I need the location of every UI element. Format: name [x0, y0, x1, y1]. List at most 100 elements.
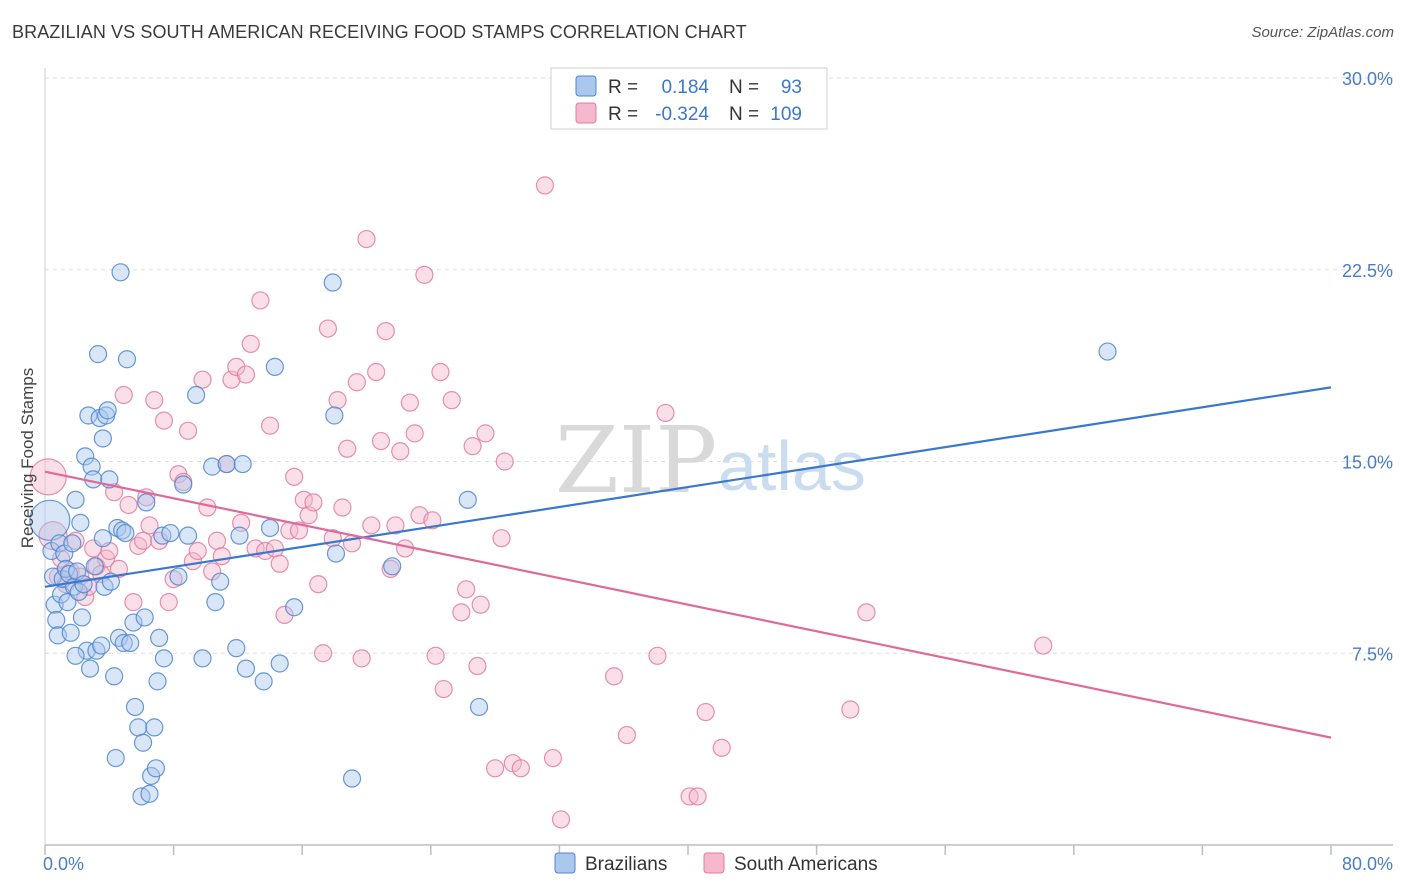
brazilian-point	[154, 649, 174, 668]
south-american-point	[712, 738, 731, 757]
brazilian-point	[206, 593, 225, 612]
south-american-point	[270, 554, 289, 573]
south-american-point	[423, 511, 442, 530]
south-american-point	[434, 679, 453, 699]
brazilian-point	[98, 401, 117, 420]
south-american-point	[109, 559, 129, 578]
south-american-point	[79, 577, 98, 596]
brazilian-point	[325, 406, 344, 425]
brazilian-point	[323, 273, 342, 292]
brazilian-point	[74, 575, 93, 594]
south-american-point	[318, 319, 338, 338]
south-american-point	[338, 439, 357, 458]
brazilian-point	[187, 385, 206, 405]
south-american-point	[400, 393, 420, 412]
south-american-point	[617, 725, 637, 745]
legend-n-label: N =	[729, 104, 759, 125]
brazilian-point	[92, 636, 111, 655]
brazilian-point	[66, 646, 85, 665]
south-american-point	[145, 391, 164, 410]
brazilian-point	[93, 529, 112, 548]
legend-swatch-south-americans	[575, 102, 597, 124]
watermark: ZIP atlas	[555, 407, 866, 514]
south-american-point	[129, 536, 148, 555]
brazilian-point	[265, 357, 284, 377]
bottom-legend-brazilians: Brazilians	[585, 854, 667, 875]
south-american-point	[426, 646, 445, 665]
trend-lines	[44, 386, 1332, 739]
brazilian-point	[174, 475, 193, 494]
south-american-point	[241, 334, 260, 353]
legend-r-value-south-americans: -0.324	[655, 104, 709, 125]
south-american-point	[452, 603, 471, 622]
south-american-point	[159, 593, 178, 612]
brazilian-point	[383, 557, 402, 576]
south-american-point	[275, 605, 294, 625]
brazilian-point	[93, 429, 112, 448]
brazilian-point	[125, 697, 145, 717]
south-american-point	[371, 431, 391, 451]
brazilian-point	[193, 649, 212, 668]
south-american-point	[463, 437, 482, 456]
south-american-point	[495, 452, 514, 471]
south-americans-trend-line	[44, 470, 1332, 739]
south-american-point	[285, 467, 304, 486]
brazilian-point	[72, 608, 92, 627]
brazilian-point	[47, 610, 66, 630]
brazilian-point	[150, 628, 169, 648]
source-label: Source: ZipAtlas.com	[1251, 24, 1394, 41]
brazilians-points	[29, 263, 1117, 806]
brazilian-point	[211, 572, 230, 591]
south-american-point	[193, 370, 212, 389]
south-american-point	[309, 575, 328, 594]
south-american-point	[188, 541, 207, 561]
brazilian-point	[233, 454, 252, 474]
brazilian-point	[217, 454, 236, 474]
brazilian-point	[61, 623, 80, 642]
watermark-atlas: atlas	[718, 427, 866, 505]
brazilian-point	[254, 672, 273, 691]
brazilian-point	[80, 659, 100, 678]
tick-labels: 7.5% 15.0% 22.5% 30.0% 0.0% 80.0%	[43, 69, 1393, 874]
brazilian-point	[236, 659, 256, 678]
brazilian-point	[227, 639, 246, 658]
brazilian-point	[129, 718, 148, 737]
brazilian-point	[77, 641, 96, 660]
brazilian-point	[66, 490, 85, 509]
south-american-point	[227, 357, 246, 377]
brazilian-point	[203, 457, 222, 476]
south-american-point	[212, 546, 231, 566]
brazilian-point	[140, 784, 159, 803]
bottom-legend-swatch-south-americans	[703, 852, 725, 874]
legend-r-label: R =	[608, 104, 638, 125]
south-american-point	[289, 521, 309, 540]
brazilian-point	[230, 526, 249, 545]
south-american-point	[357, 229, 376, 249]
south-american-point	[688, 787, 707, 806]
axes	[44, 68, 1393, 855]
south-american-point	[857, 603, 876, 622]
brazilian-point	[148, 672, 167, 691]
y-tick-label: 7.5%	[1352, 644, 1393, 664]
brazilian-point	[88, 345, 108, 364]
south-americans-points	[29, 176, 1053, 829]
legend-n-label: N =	[729, 77, 759, 98]
brazilian-point	[114, 633, 133, 653]
x-tick-label: 80.0%	[1342, 854, 1393, 874]
legend-r-label: R =	[608, 77, 638, 98]
south-american-point	[260, 416, 280, 435]
south-american-point	[442, 391, 461, 410]
brazilian-point	[50, 534, 69, 553]
south-american-point	[154, 411, 174, 430]
brazilian-point	[124, 613, 143, 632]
brazilian-point	[111, 263, 130, 282]
brazilian-point	[270, 654, 289, 673]
brazilian-point	[63, 534, 82, 553]
legend-swatch-brazilians	[575, 75, 597, 97]
correlation-legend: R = 0.184 N = 93 R = -0.324 N = 109	[550, 67, 828, 130]
south-american-point	[543, 748, 563, 768]
south-american-point	[119, 495, 138, 515]
south-american-point	[164, 570, 183, 589]
brazilian-point	[145, 718, 164, 737]
brazilian-point	[1098, 342, 1117, 361]
